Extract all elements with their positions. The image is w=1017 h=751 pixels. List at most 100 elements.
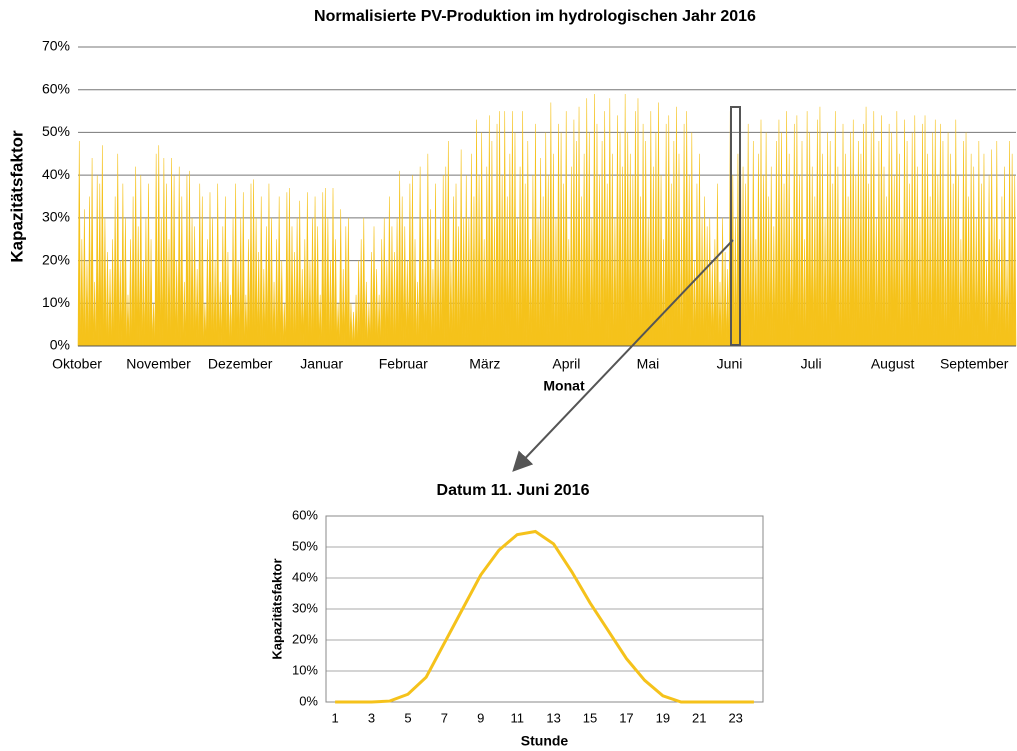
day-peak bbox=[754, 239, 758, 347]
day-peak bbox=[774, 140, 778, 347]
day-peak bbox=[539, 158, 543, 347]
day-peak bbox=[126, 294, 130, 347]
day-peak bbox=[326, 217, 330, 347]
day-peak bbox=[856, 140, 860, 347]
day-peak bbox=[631, 175, 635, 347]
day-peak bbox=[779, 132, 784, 347]
day-peak bbox=[113, 196, 117, 347]
day-peak bbox=[831, 183, 835, 347]
day-peak bbox=[85, 260, 89, 347]
day-peak bbox=[149, 239, 153, 347]
day-peak bbox=[741, 166, 745, 347]
day-peak bbox=[797, 175, 802, 347]
day-peak bbox=[674, 106, 679, 347]
x-axis-label: Stunde bbox=[521, 733, 569, 749]
day-peak bbox=[344, 226, 348, 347]
day-peak bbox=[462, 217, 466, 347]
day-peak bbox=[236, 260, 240, 347]
day-peak bbox=[464, 175, 468, 347]
day-peak bbox=[949, 153, 953, 347]
y-axis-label: Kapazitätsfaktor bbox=[7, 130, 26, 263]
day-peak bbox=[718, 281, 722, 347]
day-peak bbox=[456, 226, 461, 347]
day-peak bbox=[90, 158, 94, 347]
day-peak bbox=[449, 260, 453, 347]
y-tick-label: 10% bbox=[42, 294, 70, 310]
day-peak bbox=[387, 196, 391, 347]
day-peak bbox=[208, 192, 212, 347]
day-peak bbox=[351, 311, 356, 347]
day-peak bbox=[556, 123, 561, 347]
day-peak bbox=[600, 140, 604, 347]
day-peak bbox=[815, 119, 819, 347]
day-peak bbox=[372, 226, 376, 347]
day-peak bbox=[849, 132, 853, 347]
x-tick-label: November bbox=[126, 356, 191, 372]
day-peak bbox=[298, 200, 302, 347]
day-peak bbox=[226, 252, 230, 347]
day-peak bbox=[828, 140, 832, 347]
day-peak bbox=[869, 132, 873, 347]
day-peak bbox=[200, 196, 204, 347]
day-peak bbox=[439, 217, 443, 347]
day-peak bbox=[336, 303, 340, 347]
day-peak bbox=[931, 132, 935, 347]
day-peak bbox=[984, 260, 989, 347]
day-peak bbox=[280, 260, 284, 347]
day-peak bbox=[421, 217, 425, 347]
day-peak bbox=[654, 132, 658, 347]
day-peak bbox=[269, 217, 274, 347]
day-peak bbox=[777, 119, 781, 347]
day-peak bbox=[187, 170, 192, 347]
day-peak bbox=[726, 269, 730, 347]
day-peak bbox=[254, 217, 258, 347]
day-peak bbox=[892, 175, 896, 347]
day-peak bbox=[610, 153, 614, 347]
day-peak bbox=[272, 281, 276, 347]
day-peak bbox=[569, 166, 573, 347]
day-peak bbox=[736, 153, 740, 347]
day-peak bbox=[644, 140, 648, 347]
day-peak bbox=[1010, 153, 1014, 347]
day-peak bbox=[223, 196, 227, 347]
day-peak bbox=[782, 183, 786, 347]
y-tick-label: 0% bbox=[299, 693, 318, 708]
day-peak bbox=[713, 239, 717, 347]
day-peak bbox=[567, 239, 571, 347]
day-peak bbox=[454, 183, 458, 347]
day-peak bbox=[318, 294, 322, 347]
day-peak bbox=[505, 196, 509, 347]
day-peak bbox=[313, 196, 317, 347]
day-peak bbox=[385, 260, 389, 347]
day-peak bbox=[990, 149, 994, 347]
y-tick-label: 0% bbox=[50, 337, 70, 353]
x-tick-label: 1 bbox=[331, 710, 338, 725]
day-peak bbox=[374, 269, 379, 347]
day-peak bbox=[528, 239, 532, 347]
day-peak bbox=[498, 111, 502, 347]
day-peak bbox=[854, 175, 858, 347]
day-peak bbox=[267, 183, 271, 347]
day-peak bbox=[1002, 166, 1007, 347]
day-peak bbox=[895, 111, 899, 347]
day-peak bbox=[826, 132, 830, 347]
day-peak bbox=[515, 217, 520, 347]
day-peak bbox=[436, 239, 440, 347]
day-peak bbox=[580, 196, 584, 347]
area-series bbox=[77, 93, 1017, 347]
day-peak bbox=[518, 166, 522, 347]
day-peak bbox=[541, 196, 545, 347]
day-peak bbox=[300, 269, 304, 347]
day-peak bbox=[820, 153, 825, 347]
day-peak bbox=[118, 260, 122, 347]
day-peak bbox=[169, 158, 174, 347]
day-peak bbox=[382, 217, 386, 347]
day-peak bbox=[833, 111, 837, 347]
day-peak bbox=[995, 140, 999, 347]
day-peak bbox=[790, 217, 794, 347]
day-peak bbox=[152, 303, 156, 347]
day-peak bbox=[193, 226, 197, 347]
day-peak bbox=[808, 132, 812, 347]
day-peak bbox=[802, 239, 807, 347]
day-peak bbox=[720, 217, 725, 347]
